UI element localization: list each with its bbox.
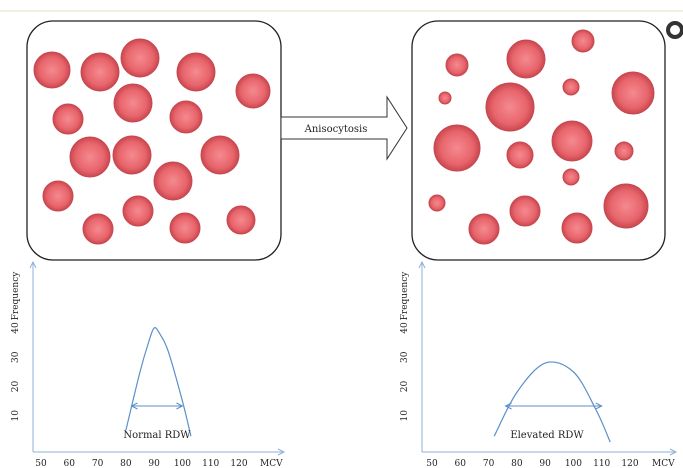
x-tick-label: 120 [621, 459, 638, 468]
red-blood-cell [113, 83, 153, 123]
x-axis-arrowhead [669, 448, 678, 456]
red-blood-cell [506, 39, 546, 79]
x-axis-label: MCV [652, 459, 675, 468]
x-tick-label: 110 [593, 459, 610, 468]
red-blood-cell [169, 212, 201, 244]
y-tick-label: 10 [11, 410, 21, 422]
rdw-annotation: Normal RDW [123, 430, 191, 441]
red-blood-cell [433, 124, 481, 172]
red-blood-cell [169, 100, 203, 134]
red-blood-cell [69, 136, 111, 178]
y-tick-label: 10 [400, 410, 410, 422]
red-blood-cell [80, 52, 120, 92]
y-tick-label: 40 [11, 322, 21, 334]
anisocytosis-cells [428, 29, 655, 245]
x-tick-label: 70 [92, 459, 104, 468]
elevated-rdw-chart: Frequency 10 20 30 40 50 60 70 80 90 100 110 120 MCV E… [400, 260, 678, 468]
red-blood-cell [561, 212, 593, 244]
x-axis-label: MCV [260, 459, 283, 468]
red-blood-cell [562, 168, 580, 186]
red-blood-cell [428, 194, 446, 212]
distribution-curve [125, 327, 192, 437]
x-tick-label: 100 [174, 459, 191, 468]
x-tick-label: 60 [455, 459, 467, 468]
red-blood-cell [153, 161, 193, 201]
width-arrow [504, 402, 603, 410]
x-tick-label: 80 [120, 459, 132, 468]
y-tick-label: 20 [11, 381, 21, 393]
red-blood-cell [438, 91, 452, 105]
red-blood-cell [226, 205, 256, 235]
width-arrow [130, 402, 184, 410]
red-blood-cell [82, 213, 114, 245]
red-blood-cell [42, 180, 74, 212]
x-tick-label: 90 [148, 459, 160, 468]
red-blood-cell [176, 52, 216, 92]
red-blood-cell [562, 78, 580, 96]
red-blood-cell [571, 29, 595, 53]
red-blood-cell [611, 71, 655, 115]
red-blood-cell [120, 38, 160, 78]
x-tick-label: 90 [539, 459, 551, 468]
y-axis-arrowhead [29, 260, 37, 269]
red-blood-cell [445, 53, 469, 77]
x-tick-label: 50 [35, 459, 47, 468]
red-blood-cell [506, 141, 534, 169]
y-axis-arrowhead [418, 260, 426, 269]
anisocytosis-label: Anisocytosis [304, 124, 368, 135]
x-tick-label: 60 [64, 459, 76, 468]
red-blood-cell [112, 135, 152, 175]
y-tick-label: 30 [11, 351, 21, 363]
y-tick-label: 20 [400, 381, 410, 393]
y-axis-label: Frequency [11, 271, 21, 321]
red-blood-cell [235, 73, 271, 109]
y-axis-label: Frequency [400, 271, 410, 321]
red-blood-cell [122, 195, 154, 227]
red-blood-cell [52, 103, 84, 135]
x-tick-label: 70 [483, 459, 495, 468]
normal-rdw-chart: Frequency 10 20 30 40 50 60 70 80 90 100 110 120 MCV N… [11, 260, 286, 468]
red-blood-cell [33, 51, 71, 89]
anisocytosis-arrow: Anisocytosis [280, 95, 408, 161]
anisocytosis-cells-panel [411, 20, 666, 261]
red-blood-cell [603, 183, 649, 229]
red-blood-cell [200, 135, 240, 175]
x-axis-arrowhead [277, 448, 286, 456]
x-tick-label: 110 [202, 459, 219, 468]
y-tick-label: 40 [400, 322, 410, 334]
distribution-curve [493, 361, 611, 443]
x-tick-label: 50 [426, 459, 438, 468]
y-tick-label: 30 [400, 351, 410, 363]
red-blood-cell [551, 120, 593, 162]
rdw-annotation: Elevated RDW [510, 430, 584, 441]
red-blood-cell [468, 213, 500, 245]
x-tick-label: 80 [511, 459, 523, 468]
x-tick-label: 100 [565, 459, 582, 468]
normal-cells [33, 38, 271, 245]
red-blood-cell [485, 82, 535, 132]
x-tick-label: 120 [230, 459, 247, 468]
red-blood-cell [614, 141, 634, 161]
red-blood-cell [509, 195, 541, 227]
corner-logo-icon [666, 21, 683, 39]
